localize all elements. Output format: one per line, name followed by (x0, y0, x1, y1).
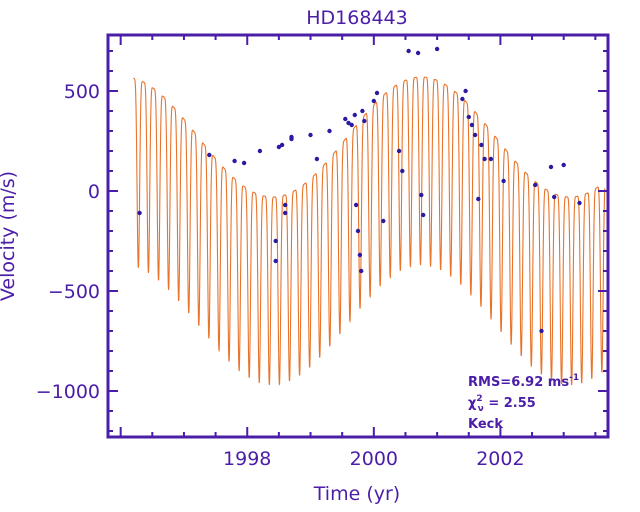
data-point (207, 152, 212, 158)
chart-title: HD168443 (306, 7, 407, 29)
data-point (276, 144, 282, 150)
data-point (273, 258, 278, 264)
rms-annotation: RMS=6.92 ms-1 (468, 373, 579, 390)
data-point (406, 48, 411, 54)
data-point (327, 128, 332, 134)
data-point (257, 148, 263, 154)
data-point (561, 162, 566, 168)
data-point (381, 218, 386, 224)
data-point (421, 212, 426, 218)
fit-annotations: RMS=6.92 ms-1 χ2 ν = 2.55 Keck (468, 373, 579, 432)
data-point (466, 114, 471, 120)
data-point (137, 210, 142, 216)
data-point (241, 160, 247, 166)
data-point (400, 168, 405, 174)
data-point (343, 116, 348, 122)
data-point (501, 178, 506, 184)
data-point (353, 202, 359, 208)
data-point (577, 200, 582, 206)
data-point (415, 50, 421, 56)
data-point (472, 132, 478, 138)
data-point (357, 252, 363, 258)
data-point (352, 112, 357, 118)
data-point (482, 156, 487, 162)
y-tick-label: −1000 (36, 381, 100, 403)
data-point (463, 88, 468, 94)
data-point (488, 156, 494, 162)
data-point (476, 196, 481, 202)
data-point (479, 142, 484, 148)
x-tick-label: 2000 (350, 448, 398, 470)
data-point (396, 148, 402, 154)
x-tick-label: 2002 (476, 448, 524, 470)
data-point (533, 182, 538, 188)
data-point (273, 238, 278, 244)
data-point (283, 210, 288, 216)
data-point (469, 122, 475, 128)
data-point (371, 98, 376, 104)
axis-ticks: 1998 2000 2002 500 0 −500 −1000 (36, 35, 608, 470)
data-point (548, 164, 554, 170)
data-point (289, 134, 294, 140)
y-tick-label: 500 (64, 81, 100, 103)
data-point (279, 142, 285, 148)
model-velocity-curve (133, 76, 606, 386)
data-point (359, 268, 364, 274)
data-point (346, 120, 351, 126)
data-point (308, 132, 313, 138)
data-point (460, 96, 465, 102)
x-axis-label: Time (yr) (313, 483, 400, 505)
y-axis-label: Velocity (m/s) (0, 171, 19, 301)
data-point (314, 156, 320, 162)
data-point (362, 118, 367, 124)
data-point (374, 90, 380, 96)
data-point (552, 194, 557, 200)
data-point (434, 46, 440, 52)
data-points (137, 46, 582, 334)
x-tick-label: 1998 (223, 448, 271, 470)
data-point (419, 192, 424, 198)
chi-square-annotation: χ2 ν = 2.55 (468, 394, 536, 414)
y-tick-label: 0 (88, 181, 100, 203)
data-point (283, 202, 288, 208)
plot-frame (106, 33, 610, 439)
data-point (539, 328, 544, 334)
y-tick-label: −500 (48, 281, 100, 303)
data-point (349, 122, 354, 128)
data-point (360, 108, 365, 114)
data-point (355, 228, 361, 234)
data-point (232, 158, 237, 164)
instrument-annotation: Keck (468, 417, 503, 432)
